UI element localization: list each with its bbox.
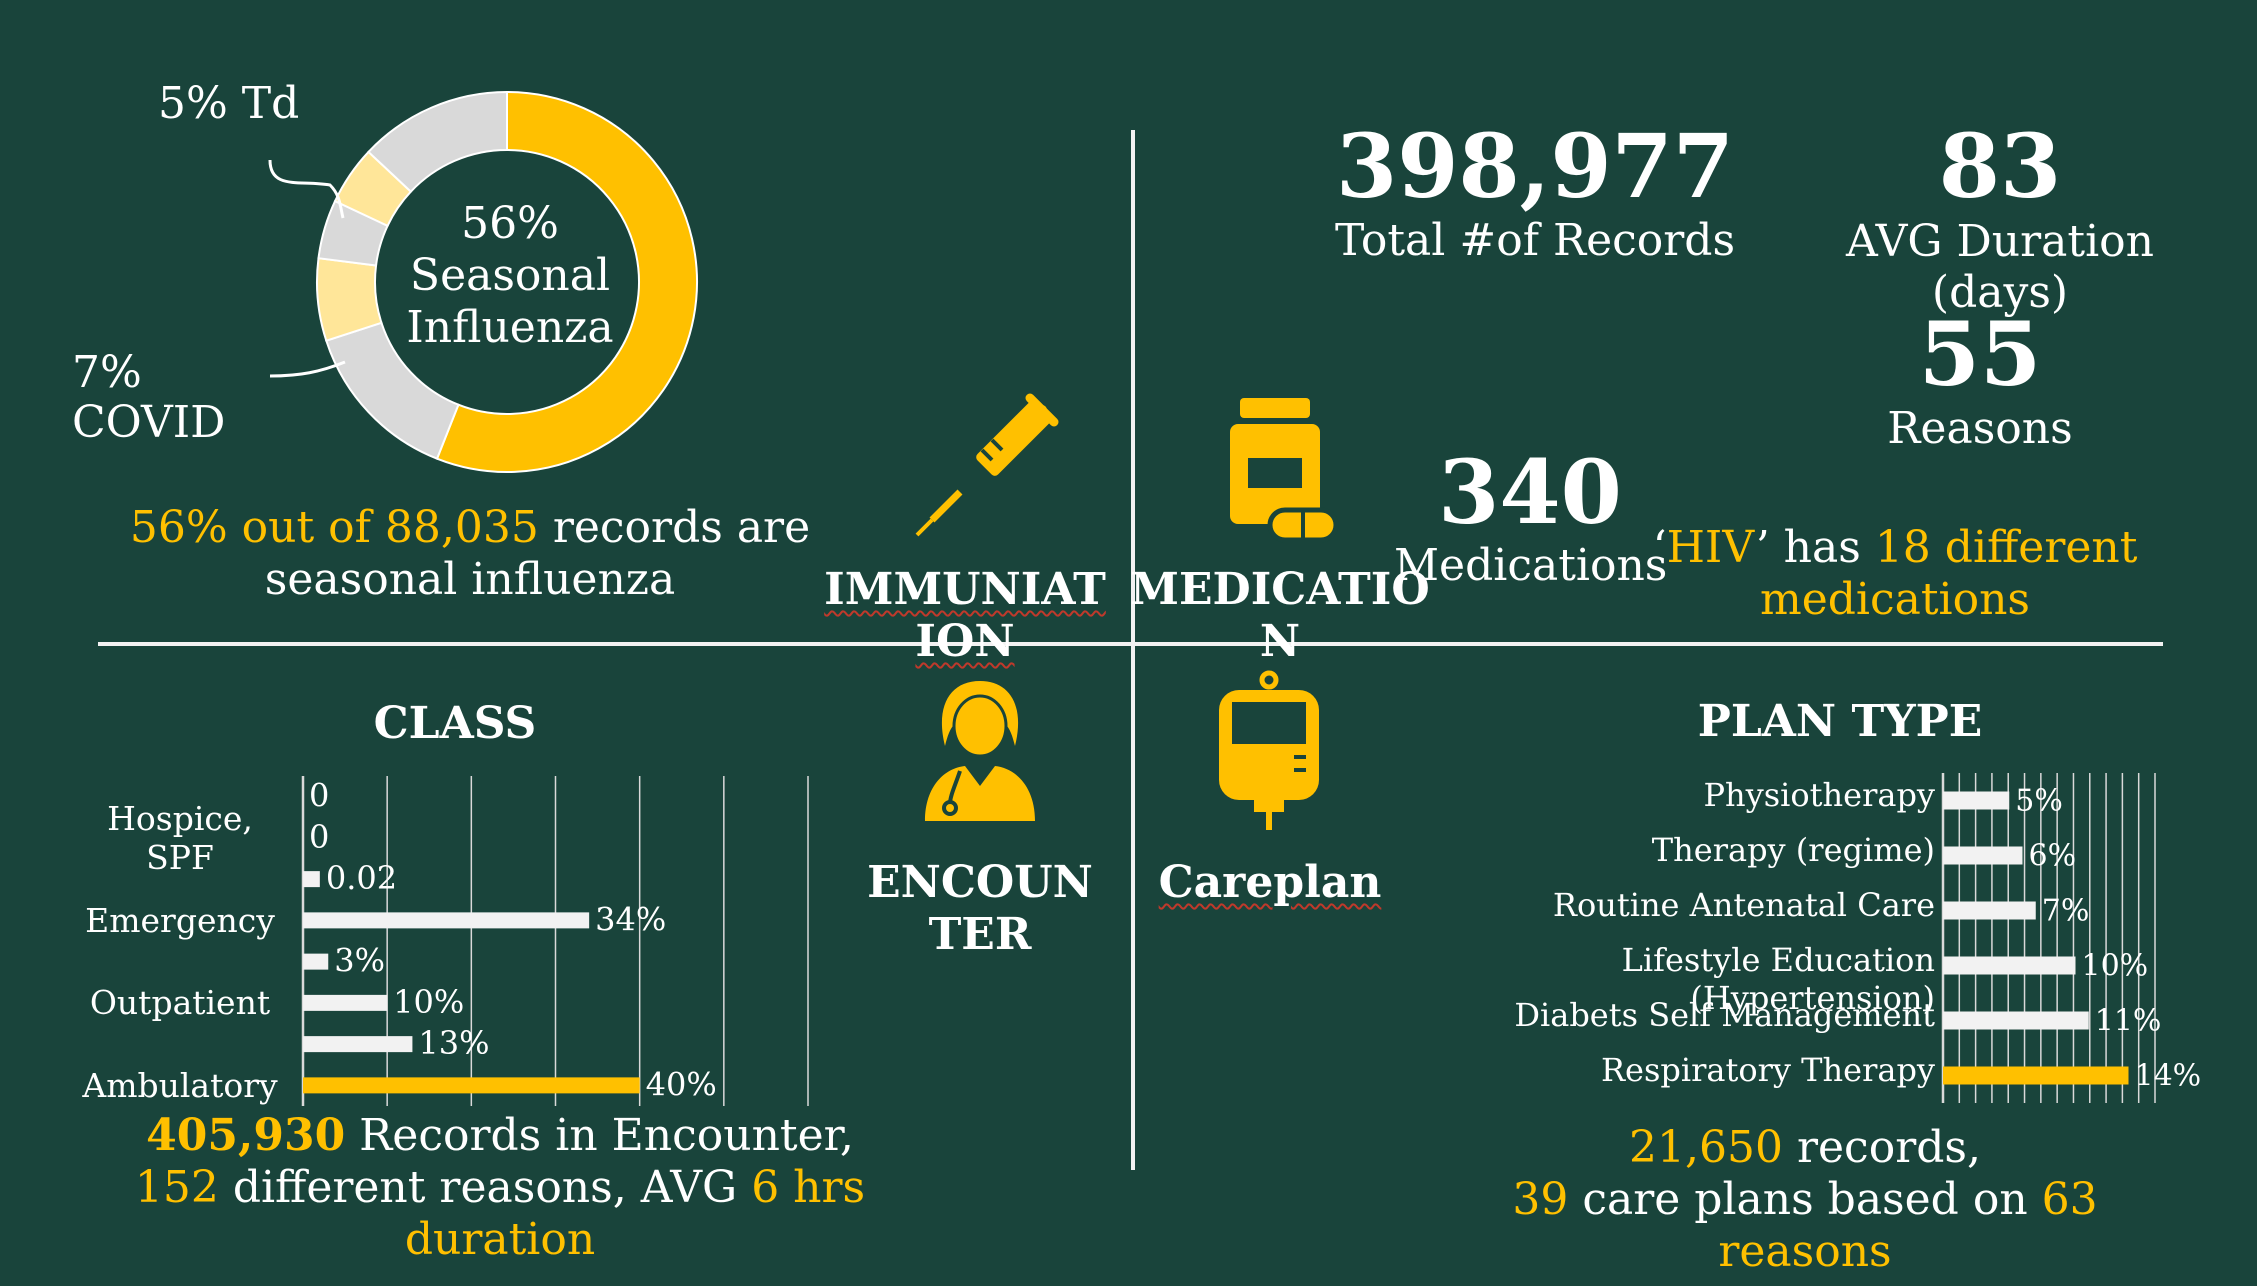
donut-slice-5 [367,90,508,194]
total-records-value: 398,977 [1335,114,1735,218]
donut-center-pct: 56% [461,198,559,249]
bar [303,871,320,888]
vertical-divider [1131,130,1135,1170]
donut-slice-0 [435,90,698,473]
donut-center-line2: Seasonal [409,250,611,301]
category-label: Respiratory Therapy [1600,1050,1935,1089]
careplan-summary: 21,650 records, 39 care plans based on 6… [1512,1122,2098,1277]
bar-value-label: 10% [2082,949,2149,984]
encounter-summary: 405,930 Records in Encounter, 152 differ… [134,1110,866,1265]
medication-label: MEDICATIO N [1130,564,1430,667]
category-label: Outpatient [89,983,271,1023]
bar-value-label: 5% [2015,784,2063,819]
bar [303,1036,413,1053]
reasons-label: Reasons [1887,403,2073,454]
avg-duration-label: AVG Duration [1846,216,2154,267]
bar [1943,791,2010,810]
donut-center-label: 56% Seasonal Influenza [380,198,640,354]
bar-value-label: 3% [334,942,385,980]
encounter-records-count: 405,930 [146,1110,346,1161]
bar-value-label: 7% [2042,894,2090,929]
bar [303,953,329,970]
bar [1943,1066,2129,1085]
bar-value-label: 0 [309,777,329,815]
category-label: Emergency [85,900,275,940]
medications-stat: 340 [1380,442,1680,542]
bar [1943,901,2036,920]
td-callout-line [268,159,345,219]
category-label: Hospice, SPF [107,798,253,877]
bar [303,1077,640,1094]
bar-value-label: 0.02 [326,859,397,897]
bar [1943,1011,2089,1030]
category-label: Diabets Self Management [1514,995,1935,1034]
bar-value-label: 6% [2029,839,2077,874]
plan-type-chart-title: PLAN TYPE [1697,696,1983,747]
category-label: Ambulatory [82,1065,278,1105]
hiv-medications-note: ‘HIV’ has 18 different medications [1652,522,2138,625]
nurse-icon [925,681,1035,821]
bar-value-label: 0 [309,818,329,856]
pill-bottle-icon [1230,398,1339,543]
immunization-label: IMMUNIAT ION [824,564,1106,667]
avg-duration-stat: 83 AVG Duration (days) [1830,116,2170,318]
total-records-stat: 398,977 Total #of Records [1320,116,1750,266]
td-callout-label: 5% Td [158,78,300,129]
class-chart-title: CLASS [373,698,537,749]
encounter-label: ENCOUN TER [867,857,1093,960]
careplan-label: Careplan [1158,857,1382,908]
medications-value: 340 [1438,440,1622,544]
bar [303,912,590,929]
immunization-summary: 56% out of 88,035 records are seasonal i… [129,502,811,605]
bar-value-label: 13% [418,1024,489,1062]
category-label: Therapy (regime) [1651,830,1935,869]
reasons-stat: 55 Reasons [1830,304,2130,454]
iv-bag-icon [1219,670,1319,830]
bar [1943,846,2023,865]
bar [303,994,388,1011]
bar-value-label: 14% [2135,1059,2202,1094]
bar-value-label: 34% [595,900,666,938]
category-label: Routine Antenatal Care [1552,885,1935,924]
reasons-value: 55 [1918,302,2042,406]
bar [1943,956,2076,975]
bar-value-label: 11% [2095,1004,2162,1039]
bar-value-label: 40% [646,1065,717,1103]
total-records-label: Total #of Records [1334,215,1736,266]
bar-value-label: 10% [393,983,464,1021]
covid-callout-label: 7% COVID [72,347,226,448]
category-label: Lifestyle Education (Hypertension) [1621,940,1935,1017]
category-label: Physiotherapy [1703,775,1935,814]
syringe-icon [915,393,1059,537]
avg-duration-value: 83 [1938,114,2062,218]
covid-callout-line [269,360,346,378]
medications-label: Medications [1394,540,1668,591]
avg-duration-unit: (days) [1931,267,2069,318]
donut-center-line3: Influenza [406,302,614,353]
immunization-summary-pct: 56% out of 88,035 [129,502,539,553]
horizontal-divider [98,642,2163,646]
